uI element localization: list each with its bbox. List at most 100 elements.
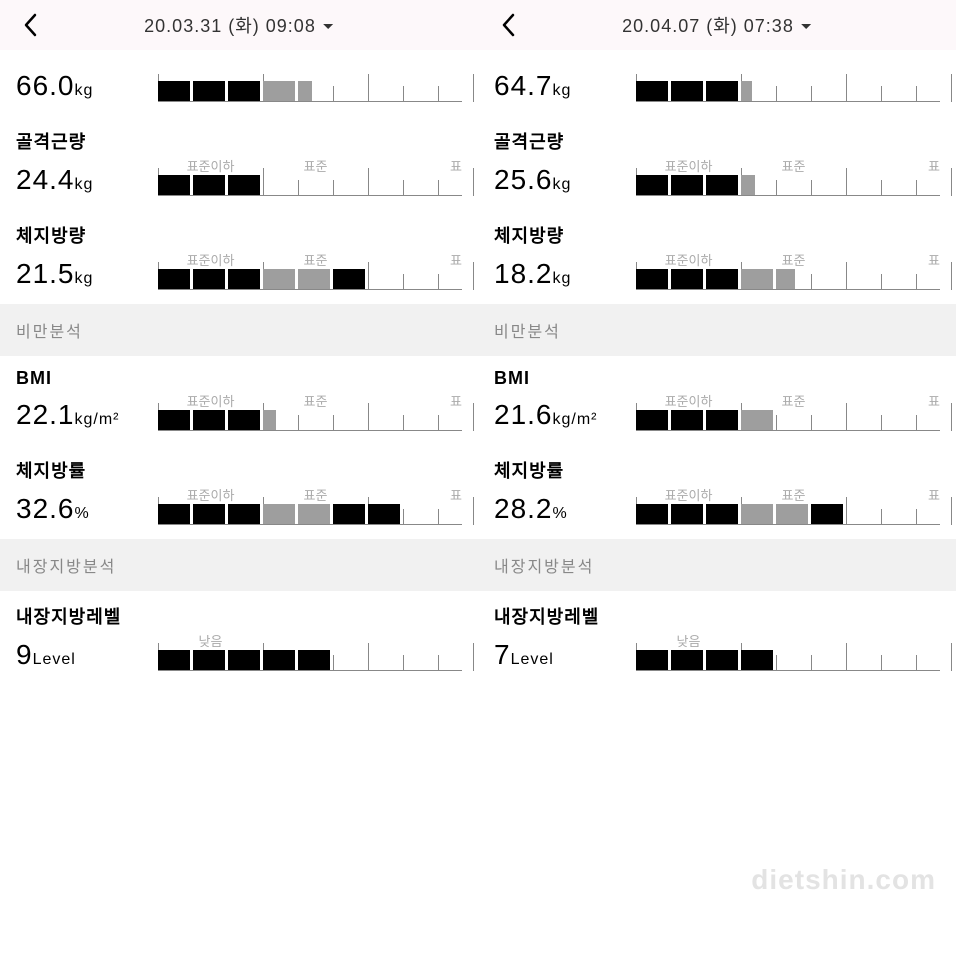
metric-unit: kg/m² (553, 411, 598, 428)
zone-label-std: 표준 (741, 250, 846, 268)
zone-label-std: 표준 (263, 156, 368, 174)
bar-track (636, 270, 940, 290)
bar-segment-black (158, 175, 190, 195)
metric-left: 골격근량24.4kg (16, 128, 146, 196)
bar-segments (636, 410, 773, 430)
zone-label-std: 표준 (741, 485, 846, 503)
tick (368, 403, 369, 431)
zone-labels: 표준이하표준표 (636, 250, 940, 268)
metric-row: 64.7kg (478, 50, 956, 116)
bar-segments (636, 81, 752, 101)
metric-unit: Level (33, 651, 76, 668)
metric-row: 내장지방레벨9Level낮음 (0, 591, 478, 685)
bar-segment-black (158, 410, 190, 430)
section-header: 내장지방분석 (478, 539, 956, 591)
zone-label-above: 표 (368, 485, 462, 503)
bar-area: 표준이하표준표 (158, 250, 462, 290)
bar-segment-black (298, 650, 330, 670)
bar-area: 낮음 (636, 631, 940, 671)
tick (368, 168, 369, 196)
tick (951, 497, 952, 525)
metric-value: 66.0kg (16, 70, 146, 102)
bar-area: 낮음 (158, 631, 462, 671)
metric-value: 32.6% (16, 493, 146, 525)
tick (916, 180, 917, 196)
zone-labels: 표준이하표준표 (636, 485, 940, 503)
tick (776, 415, 777, 431)
bar-segment-black (193, 175, 225, 195)
tick (881, 655, 882, 671)
tick (403, 415, 404, 431)
bar-segment-black (228, 410, 260, 430)
metric-row: 내장지방레벨7Level낮음 (478, 591, 956, 685)
zone-labels: 표준이하표준표 (636, 391, 940, 409)
bar-track (158, 270, 462, 290)
bar-area: 표준이하표준표 (158, 156, 462, 196)
zone-label-below: 표준이하 (158, 485, 263, 503)
metric-number: 64.7 (494, 70, 553, 101)
bar-segment-gray (298, 504, 330, 524)
back-button[interactable] (16, 10, 46, 40)
bar-segment-black (193, 650, 225, 670)
bar-area: 표준이하표준표 (636, 485, 940, 525)
zone-label: 낮음 (636, 631, 741, 649)
bar-segments (158, 650, 330, 670)
header: 20.03.31 (화) 09:08 (0, 0, 478, 50)
bar-track (636, 505, 940, 525)
bar-segment-black (158, 504, 190, 524)
tick (811, 274, 812, 290)
tick (951, 643, 952, 671)
metric-value: 24.4kg (16, 164, 146, 196)
tick (881, 415, 882, 431)
bar-segments (158, 269, 365, 289)
tick (881, 274, 882, 290)
metric-left: BMI21.6kg/m² (494, 368, 624, 431)
bar-segment-black (193, 81, 225, 101)
metric-unit: kg (75, 82, 94, 99)
bar-segment-gray (263, 81, 295, 101)
tick (473, 168, 474, 196)
metric-value: 21.6kg/m² (494, 399, 624, 431)
tick (916, 86, 917, 102)
tick (846, 168, 847, 196)
metric-row: 골격근량25.6kg표준이하표준표 (478, 116, 956, 210)
bar-segment-black (368, 504, 400, 524)
bar-track (158, 411, 462, 431)
metric-title: 내장지방레벨 (494, 603, 624, 629)
metric-left: 66.0kg (16, 70, 146, 102)
bar-segment-black (228, 175, 260, 195)
bar-segment-black (228, 269, 260, 289)
zone-label-below: 표준이하 (636, 485, 741, 503)
tick (776, 655, 777, 671)
bar-track (636, 651, 940, 671)
tick (473, 74, 474, 102)
bar-segment-black (636, 650, 668, 670)
bar-segment-gray (776, 269, 795, 289)
metric-number: 21.6 (494, 399, 553, 430)
zone-label-below: 표준이하 (158, 391, 263, 409)
bar-segment-black (706, 504, 738, 524)
zone-label-below: 표준이하 (636, 391, 741, 409)
date-selector[interactable]: 20.03.31 (화) 09:08 (144, 12, 334, 38)
metric-number: 18.2 (494, 258, 553, 289)
zone-labels: 표준이하표준표 (158, 485, 462, 503)
zone-label-below: 표준이하 (158, 156, 263, 174)
zone-label-above: 표 (368, 391, 462, 409)
bar-area: 표준이하표준표 (158, 391, 462, 431)
zone-labels (636, 62, 940, 80)
bar-area: 표준이하표준표 (636, 250, 940, 290)
back-button[interactable] (494, 10, 524, 40)
metric-title: 골격근량 (494, 128, 624, 154)
bar-area (636, 62, 940, 102)
zone-label-below: 표준이하 (636, 250, 741, 268)
bar-segment-gray (263, 269, 295, 289)
date-selector[interactable]: 20.04.07 (화) 07:38 (622, 12, 812, 38)
metric-value: 21.5kg (16, 258, 146, 290)
metric-value: 9Level (16, 639, 146, 671)
metric-unit: % (553, 505, 568, 522)
bar-segment-gray (263, 504, 295, 524)
tick (403, 274, 404, 290)
tick (403, 180, 404, 196)
metric-title: 체지방률 (16, 457, 146, 483)
zone-label-std: 표준 (263, 391, 368, 409)
